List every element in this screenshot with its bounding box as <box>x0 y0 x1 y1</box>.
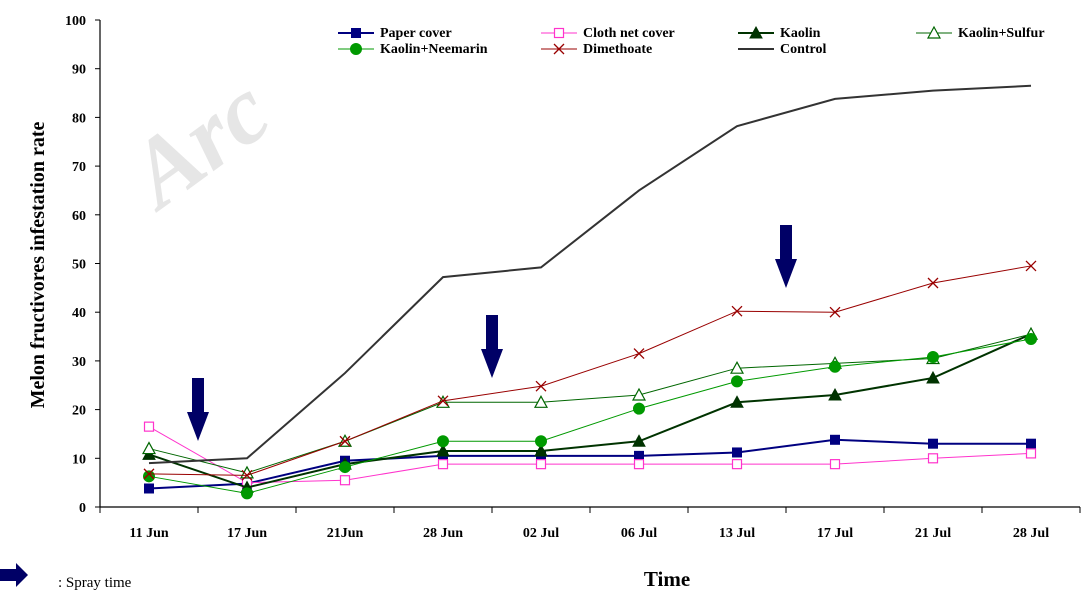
data-point <box>929 439 938 448</box>
y-tick-label: 40 <box>72 306 86 321</box>
data-point <box>1026 333 1037 344</box>
data-point <box>145 484 154 493</box>
data-point <box>439 460 448 469</box>
series-kaolin <box>143 328 1037 492</box>
x-tick-label: 06 Jul <box>621 526 657 541</box>
data-point <box>929 454 938 463</box>
y-axis-title: Melon fructivores infestation rate <box>27 121 49 408</box>
data-point <box>633 389 645 400</box>
data-point <box>635 460 644 469</box>
x-tick-label: 11 Jun <box>129 526 169 541</box>
spray-arrow-icon <box>187 378 209 441</box>
legend-label: Kaolin <box>780 26 821 41</box>
y-tick-label: 20 <box>72 404 86 419</box>
y-tick-label: 80 <box>72 111 86 126</box>
data-point <box>144 471 155 482</box>
legend-label: Paper cover <box>380 26 452 41</box>
legend-marker <box>352 29 361 38</box>
series-line <box>149 266 1031 475</box>
legend-label: Kaolin+Sulfur <box>958 26 1045 41</box>
x-tick-label: 21Jun <box>327 526 364 541</box>
data-point <box>537 460 546 469</box>
legend-marker <box>555 29 564 38</box>
x-tick-label: 21 Jul <box>915 526 951 541</box>
y-tick-label: 30 <box>72 355 86 370</box>
x-axis-title: Time <box>644 567 690 591</box>
data-point <box>830 361 841 372</box>
x-tick-label: 28 Jul <box>1013 526 1049 541</box>
data-point <box>831 435 840 444</box>
x-tick-label: 28 Jun <box>423 526 463 541</box>
data-point <box>341 476 350 485</box>
data-point <box>145 422 154 431</box>
y-tick-label: 50 <box>72 258 86 273</box>
series-dimethoate <box>144 261 1036 480</box>
x-tick-label: 17 Jun <box>227 526 267 541</box>
series-line <box>149 427 1031 483</box>
y-tick-label: 90 <box>72 63 86 78</box>
y-tick-label: 0 <box>79 501 86 516</box>
data-point <box>634 403 645 414</box>
y-tick-label: 10 <box>72 452 86 467</box>
spray-time-key: : Spray time <box>0 563 132 591</box>
data-point <box>536 381 546 391</box>
data-point <box>634 349 644 359</box>
data-point <box>831 460 840 469</box>
spray-time-label: : Spray time <box>58 575 132 591</box>
spray-arrows <box>187 225 797 441</box>
spray-arrow-icon <box>481 315 503 378</box>
x-tick-label: 13 Jul <box>719 526 755 541</box>
series-line <box>149 339 1031 493</box>
data-point <box>928 352 939 363</box>
spray-arrow-icon <box>775 225 797 288</box>
y-tick-label: 70 <box>72 160 86 175</box>
data-point <box>1027 439 1036 448</box>
data-point <box>927 372 939 383</box>
x-tick-label: 17 Jul <box>817 526 853 541</box>
legend-label: Dimethoate <box>583 42 652 57</box>
series-kaolin-neemarin <box>144 333 1037 498</box>
data-point <box>536 436 547 447</box>
data-point <box>733 448 742 457</box>
legend-marker <box>351 44 362 55</box>
legend-label: Cloth net cover <box>583 26 675 41</box>
data-point <box>143 443 155 454</box>
watermark-text: Arc <box>105 56 288 230</box>
data-point <box>733 460 742 469</box>
y-tick-label: 100 <box>65 14 86 29</box>
data-point <box>635 451 644 460</box>
spray-key-arrow-icon <box>0 563 28 587</box>
legend-label: Control <box>780 42 827 57</box>
data-point <box>242 488 253 499</box>
data-point <box>928 278 938 288</box>
data-point <box>732 376 743 387</box>
series-line <box>149 334 1031 473</box>
y-tick-label: 60 <box>72 209 86 224</box>
legend-label: Kaolin+Neemarin <box>380 42 488 57</box>
data-point <box>438 436 449 447</box>
x-tick-label: 02 Jul <box>523 526 559 541</box>
data-point <box>1026 261 1036 271</box>
data-point <box>1027 449 1036 458</box>
legend: Paper cover Cloth net cover Kaolin Kaolin+S… <box>333 24 1066 62</box>
data-point <box>340 462 351 473</box>
